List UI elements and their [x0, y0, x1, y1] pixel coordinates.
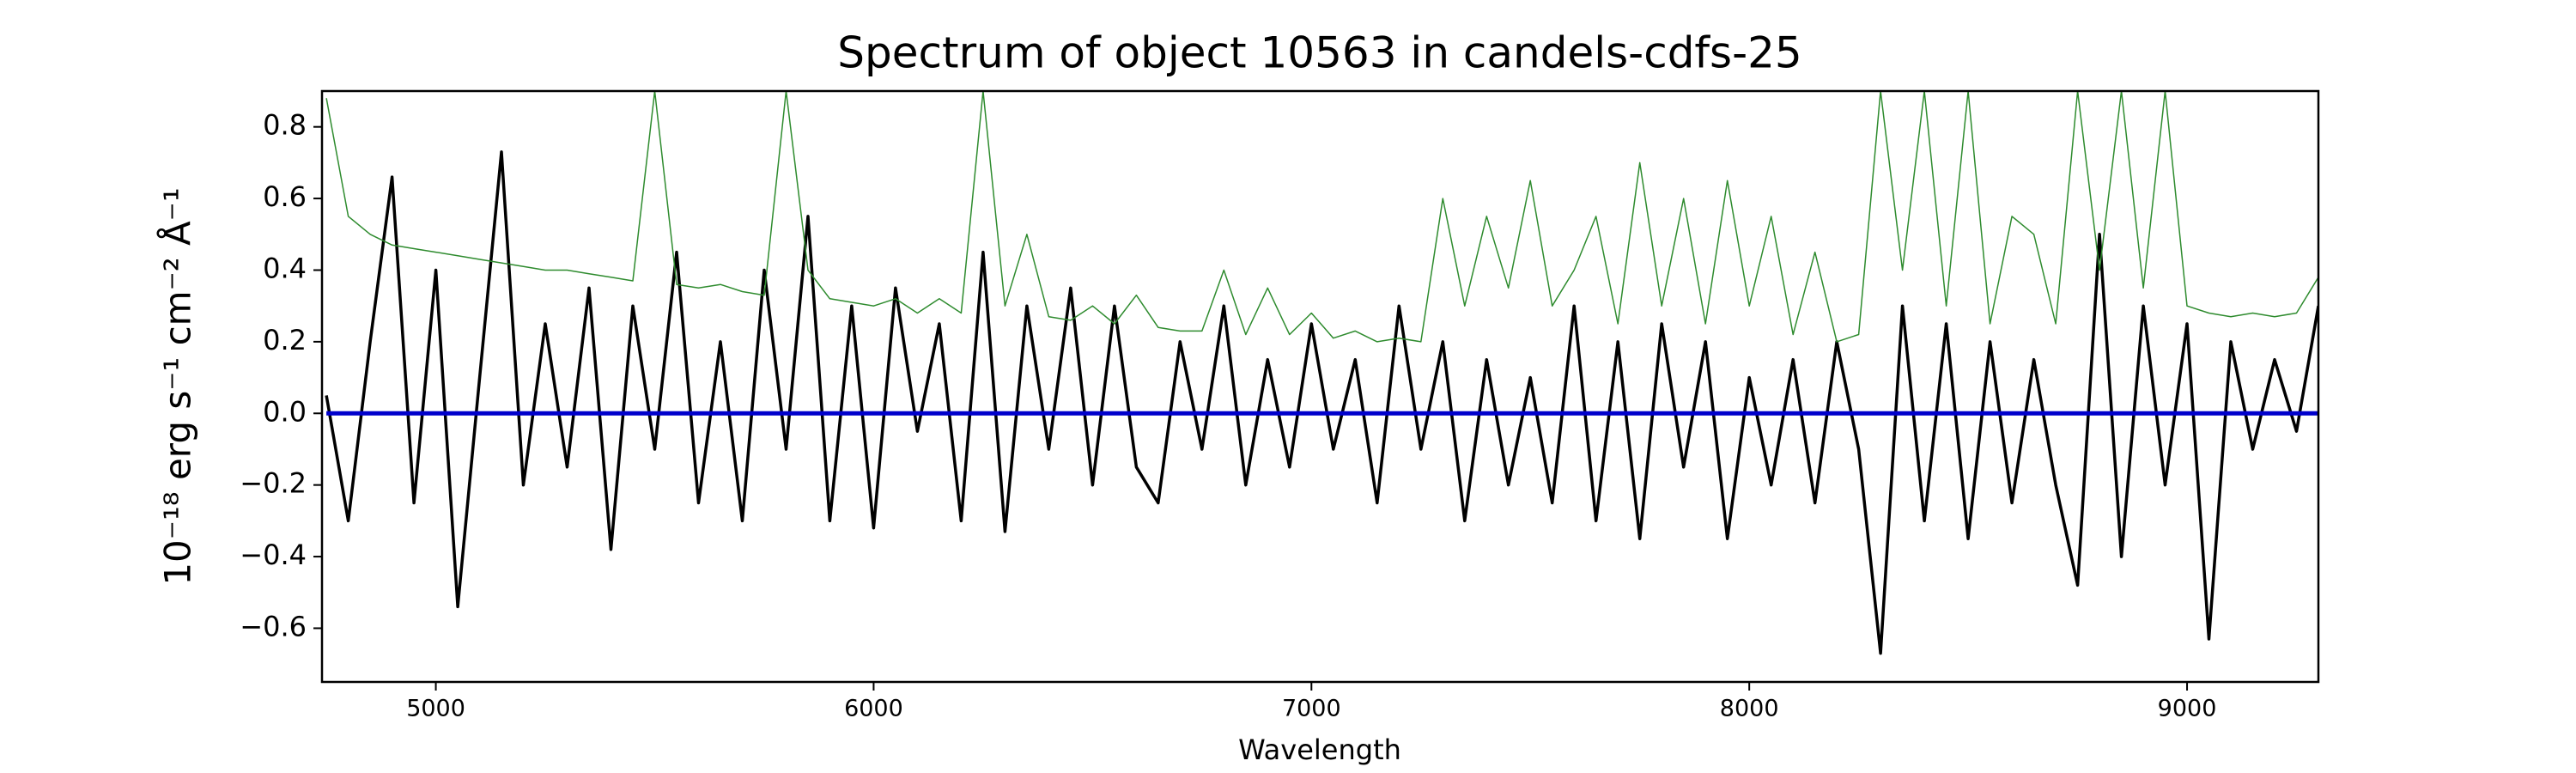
- y-axis-label: 10⁻¹⁸ erg s⁻¹ cm⁻² Å⁻¹: [156, 187, 199, 585]
- y-tick-label: 0.2: [263, 324, 307, 356]
- x-tick-label: 8000: [1720, 696, 1779, 722]
- y-tick-label: 0.6: [263, 180, 307, 213]
- x-tick-label: 9000: [2158, 696, 2217, 722]
- y-tick-label: 0.8: [263, 109, 307, 142]
- spectrum-line: [325, 91, 2318, 343]
- x-tick-label: 7000: [1282, 696, 1341, 722]
- x-axis-label: Wavelength: [1238, 733, 1401, 766]
- spectrum-line: [325, 150, 2318, 655]
- y-tick-label: 0.0: [263, 395, 307, 428]
- x-tick-label: 5000: [406, 696, 465, 722]
- y-tick-label: 0.4: [263, 252, 307, 284]
- plot-area: [325, 91, 2318, 655]
- chart-title: Spectrum of object 10563 in candels-cdfs…: [837, 28, 1802, 78]
- y-tick-label: −0.2: [240, 467, 307, 500]
- y-tick-label: −0.6: [240, 610, 307, 642]
- x-tick-label: 6000: [844, 696, 903, 722]
- y-tick-label: −0.4: [240, 539, 307, 571]
- plot-frame: [320, 89, 2320, 684]
